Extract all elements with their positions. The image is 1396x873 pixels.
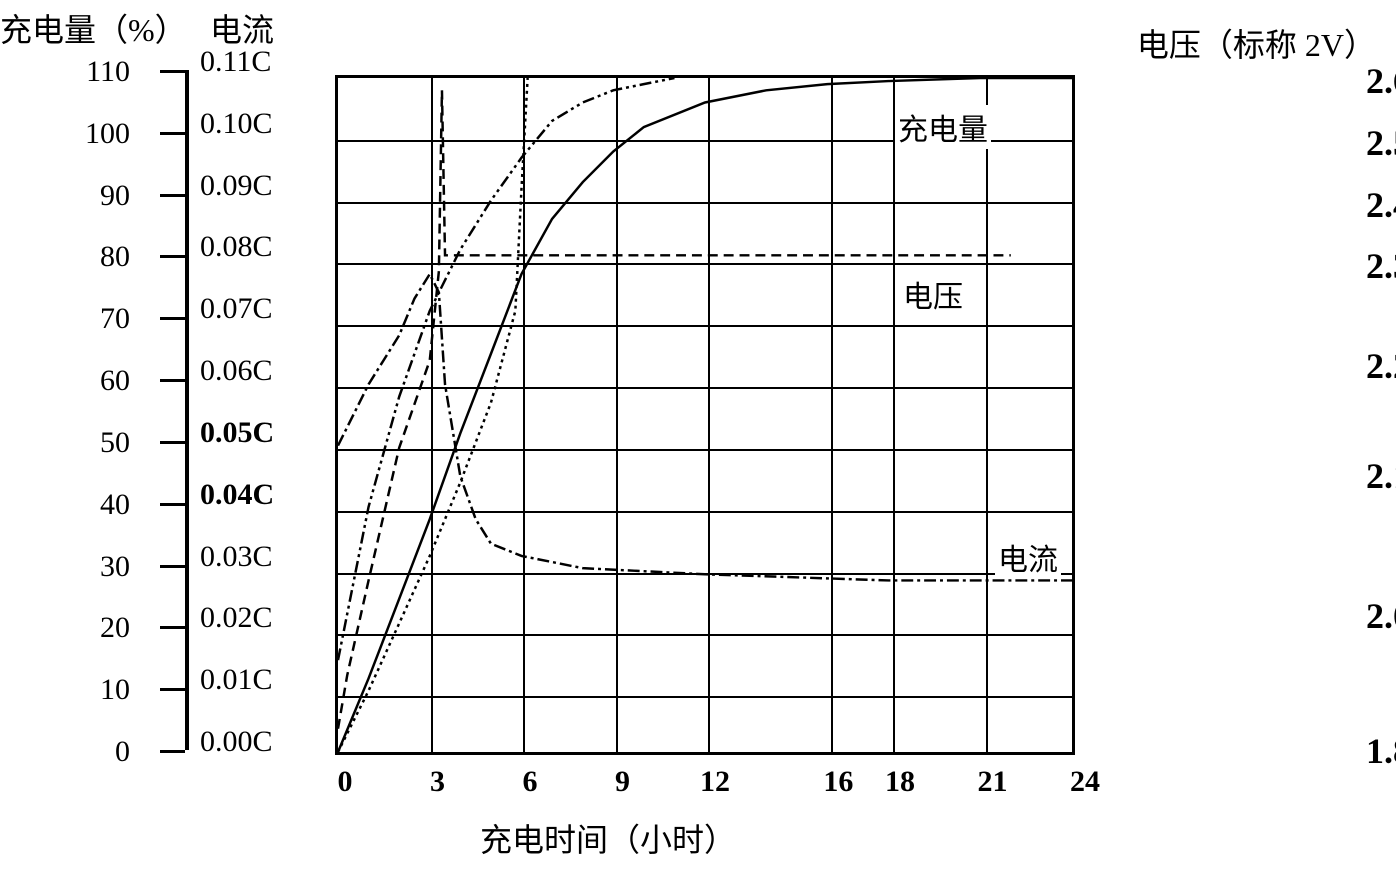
current-tick-0: 0.00C: [200, 725, 320, 759]
x-tick-21: 21: [968, 765, 1018, 799]
x-tick-3: 3: [413, 765, 463, 799]
charge-tick-mark: [160, 626, 185, 629]
charge-tick-10: 10: [30, 673, 130, 707]
y-axis-voltage-label: 电压（标称 2V）: [1137, 20, 1376, 66]
charge-tick-20: 20: [30, 611, 130, 645]
charge-tick-mark: [160, 132, 185, 135]
current-tick-2: 0.02C: [200, 601, 320, 635]
x-tick-0: 0: [320, 765, 370, 799]
charge-tick-110: 110: [30, 55, 130, 89]
voltage-curve-label: 电压: [900, 272, 966, 316]
current-tick-9: 0.09C: [200, 169, 320, 203]
charge-tick-mark: [160, 441, 185, 444]
charge-tick-mark: [160, 70, 185, 73]
charge-tick-100: 100: [30, 117, 130, 151]
charge-tick-mark: [160, 379, 185, 382]
curves-svg: [338, 78, 1072, 752]
x-tick-12: 12: [690, 765, 740, 799]
voltage-tick-2.20: 2.20: [1366, 345, 1396, 387]
voltage-tick-2.00: 2.00: [1366, 595, 1396, 637]
current-tick-1: 0.01C: [200, 663, 320, 697]
x-axis-label: 充电时间（小时）: [480, 815, 736, 861]
current-tick-5: 0.05C: [200, 416, 320, 450]
current-tick-7: 0.07C: [200, 292, 320, 326]
charge-tick-0: 0: [30, 735, 130, 769]
y-axis-charge-label: 充电量（%）: [0, 5, 187, 51]
chart-container: 充电量（%） 电流 电压（标称 2V） 01020304050607080901…: [0, 0, 1396, 873]
charge-tick-mark: [160, 503, 185, 506]
x-tick-6: 6: [505, 765, 555, 799]
charge-tick-80: 80: [30, 240, 130, 274]
charge-tick-70: 70: [30, 302, 130, 336]
charge-tick-mark: [160, 194, 185, 197]
charge-tick-mark: [160, 688, 185, 691]
current-tick-4: 0.04C: [200, 478, 320, 512]
x-tick-9: 9: [598, 765, 648, 799]
x-tick-24: 24: [1060, 765, 1110, 799]
voltage-tick-2.60: 2.60: [1366, 60, 1396, 102]
current-tick-11: 0.11C: [200, 45, 320, 79]
current-curve-label: 电流: [995, 535, 1061, 579]
voltage-tick-2.40: 2.40: [1366, 184, 1396, 226]
charge-tick-mark: [160, 317, 185, 320]
current-tick-6: 0.06C: [200, 354, 320, 388]
charge-tick-30: 30: [30, 550, 130, 584]
plot-area: [335, 75, 1075, 755]
current-tick-8: 0.08C: [200, 230, 320, 264]
charge-curve-label: 充电量: [895, 105, 991, 149]
charge-scale-bar: [185, 70, 189, 750]
charge-tick-60: 60: [30, 364, 130, 398]
voltage-tick-2.50: 2.50: [1366, 122, 1396, 164]
charge-tick-90: 90: [30, 179, 130, 213]
x-tick-18: 18: [875, 765, 925, 799]
charge-tick-mark: [160, 565, 185, 568]
current-tick-3: 0.03C: [200, 540, 320, 574]
voltage-tick-1.80: 1.80: [1366, 730, 1396, 772]
charge-tick-mark: [160, 750, 185, 753]
voltage-tick-2.30: 2.30: [1366, 245, 1396, 287]
charge-tick-50: 50: [30, 426, 130, 460]
current-tick-10: 0.10C: [200, 107, 320, 141]
charge-tick-mark: [160, 255, 185, 258]
charge-tick-40: 40: [30, 488, 130, 522]
x-tick-16: 16: [813, 765, 863, 799]
voltage-tick-2.10: 2.10: [1366, 455, 1396, 497]
